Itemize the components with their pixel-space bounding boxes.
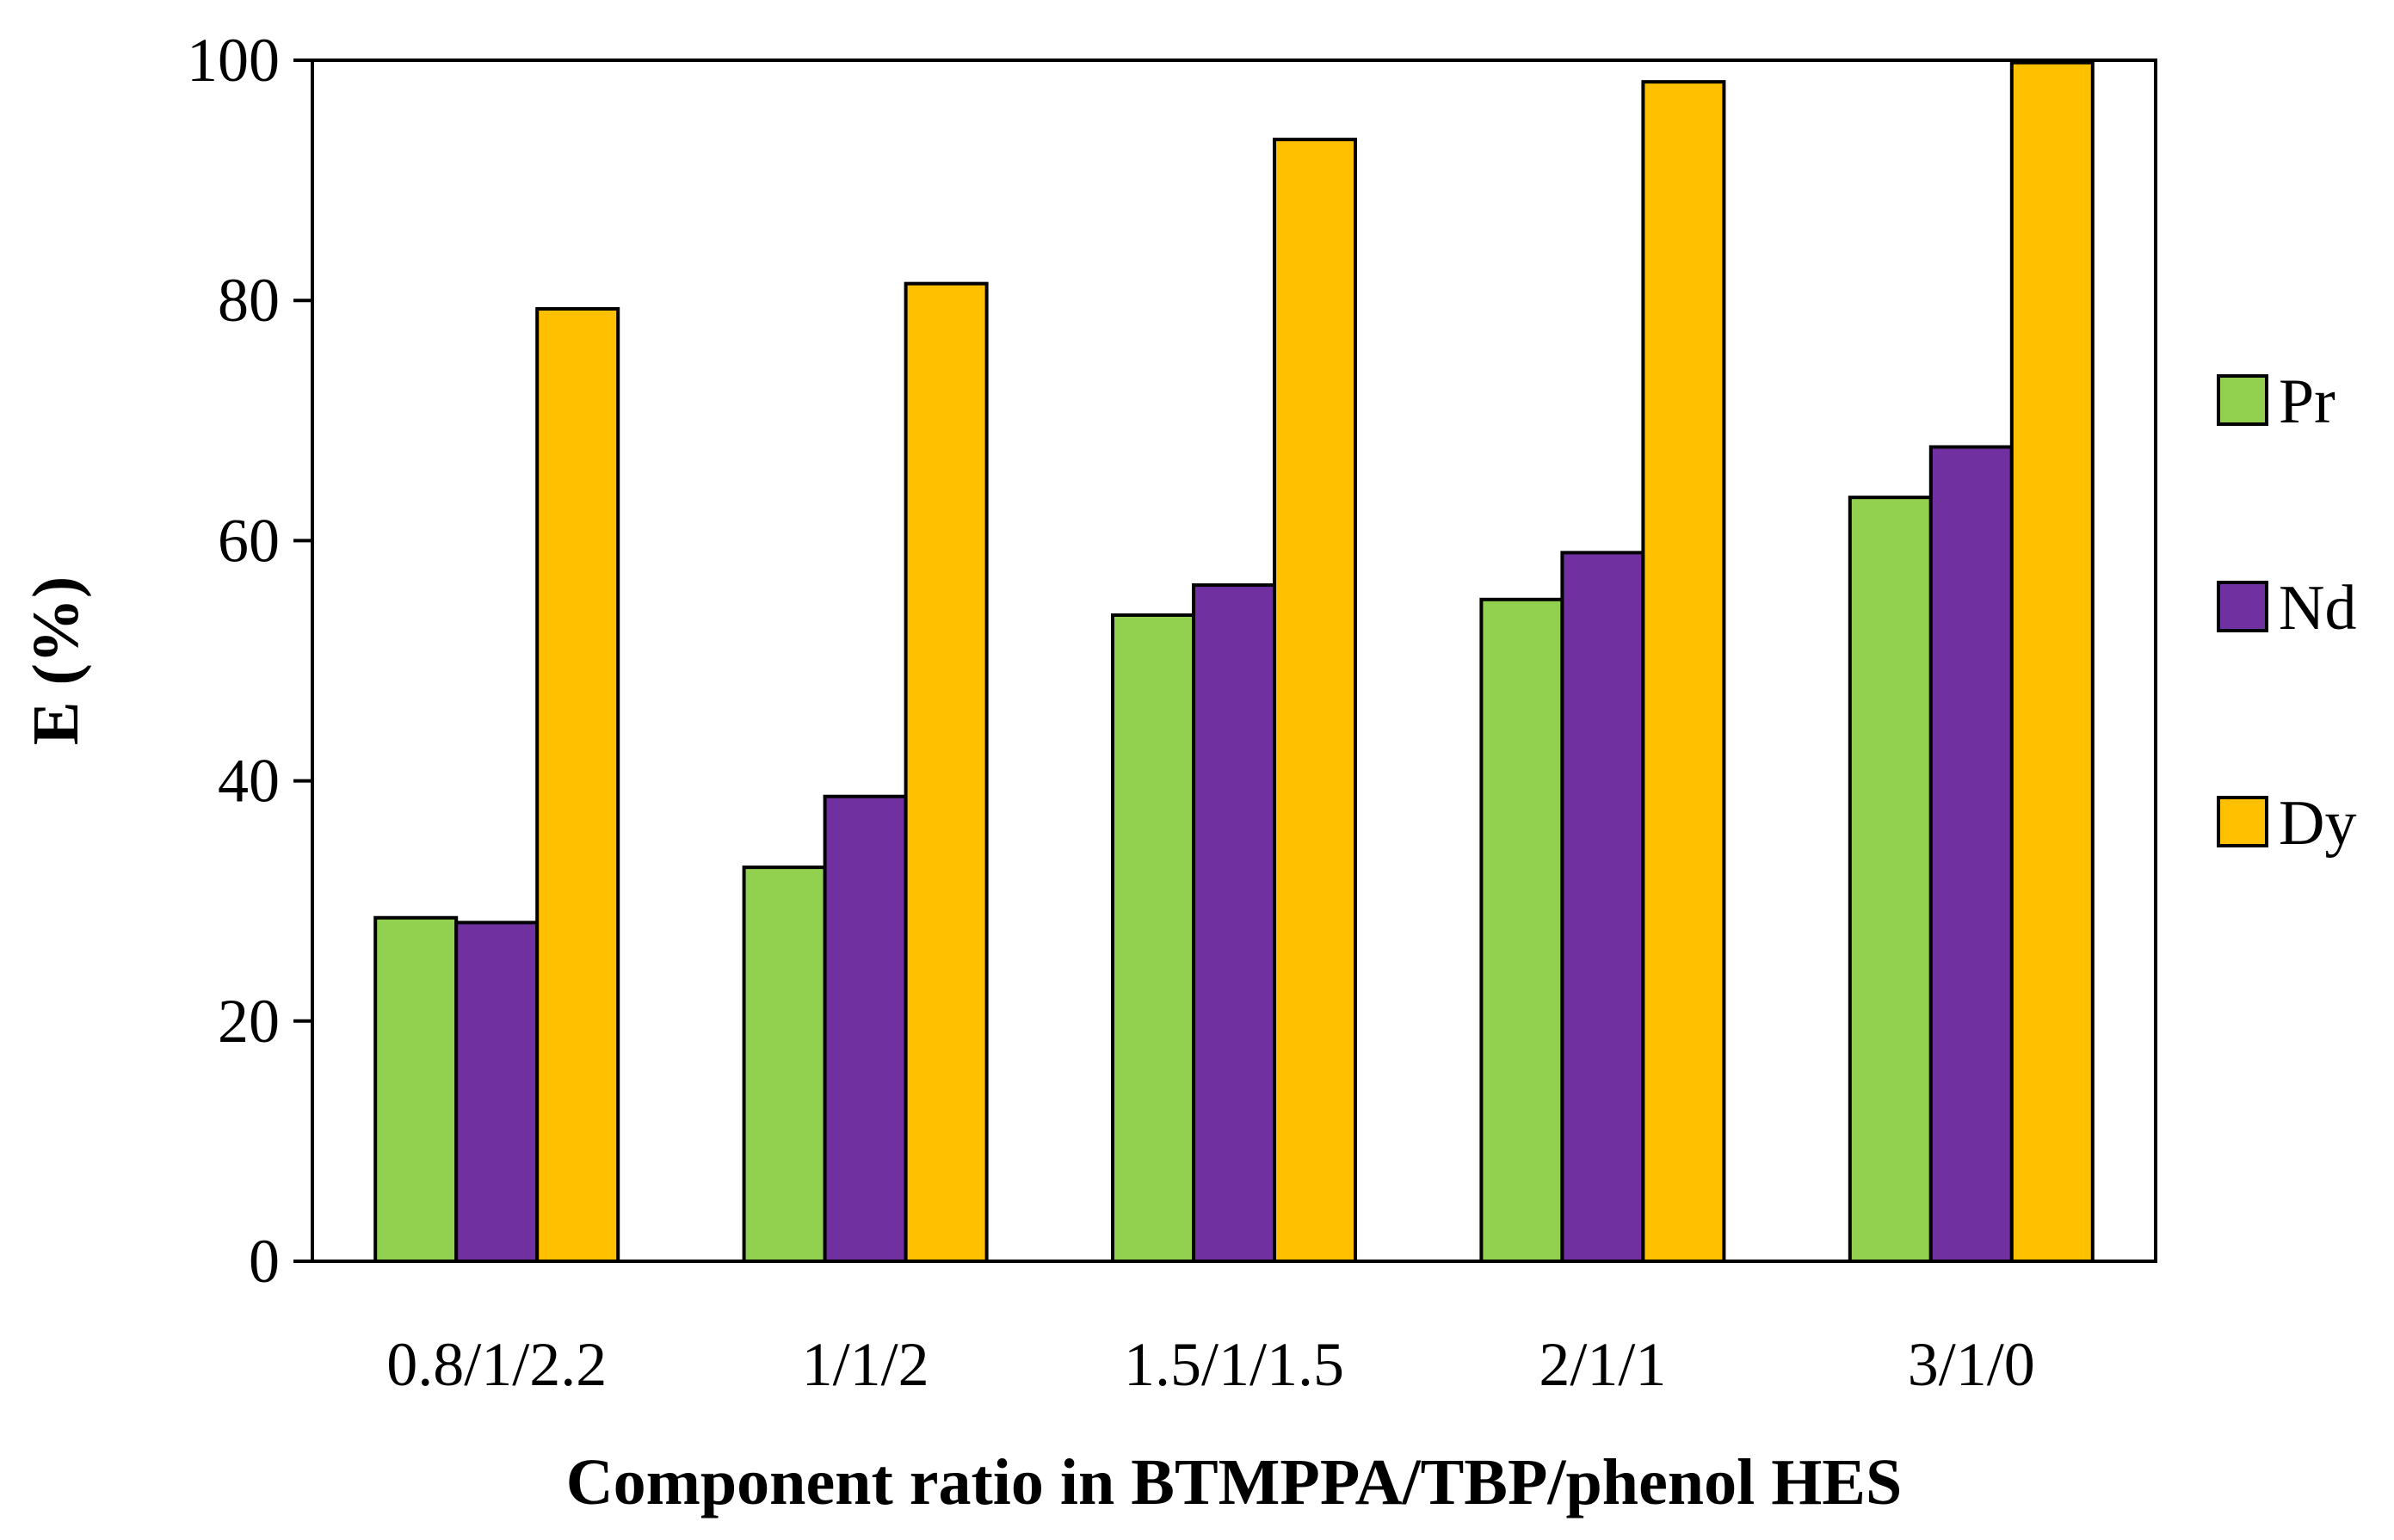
- x-tick-label: 3/1/0: [1908, 1330, 2035, 1399]
- bar-pr: [1111, 613, 1195, 1263]
- bar-pr: [1479, 597, 1564, 1263]
- legend-swatch-dy: [2217, 796, 2268, 847]
- y-tick-label: 80: [218, 266, 280, 335]
- y-tick-label: 100: [187, 26, 280, 95]
- y-axis: 0 20 40 60 80 100: [187, 26, 312, 1296]
- plot-area-frame: [311, 59, 2157, 1263]
- bar-pr: [1848, 496, 1933, 1263]
- legend: Pr Nd Dy: [2217, 367, 2356, 859]
- x-tick-label: 2/1/1: [1539, 1330, 1666, 1399]
- x-axis: 0.8/1/2.2 1/1/2 1.5/1/1.5 2/1/1 3/1/0: [386, 1330, 2035, 1399]
- bar-dy: [1641, 80, 1726, 1263]
- bar-dy: [904, 281, 989, 1263]
- bar-nd: [1928, 445, 2014, 1263]
- x-axis-title: Component ratio in BTMPPA/TBP/phenol HES: [566, 1446, 1903, 1518]
- bar-nd: [1192, 583, 1276, 1263]
- y-tick-label: 60: [218, 506, 280, 575]
- y-tick-label: 40: [218, 747, 280, 816]
- bar-pr: [742, 865, 827, 1263]
- y-axis-title: E (%): [20, 576, 92, 745]
- bar-nd: [454, 921, 540, 1263]
- bars-layer: [373, 60, 2095, 1264]
- bar-dy: [535, 306, 620, 1263]
- bar-nd: [823, 794, 908, 1263]
- x-tick-label: 0.8/1/2.2: [386, 1330, 607, 1399]
- bar-pr: [373, 915, 459, 1264]
- legend-label-nd: Nd: [2279, 573, 2356, 644]
- bar-dy: [2009, 60, 2095, 1264]
- x-tick-label: 1.5/1/1.5: [1124, 1330, 1344, 1399]
- x-tick-label: 1/1/2: [802, 1330, 929, 1399]
- y-tick-label: 0: [249, 1227, 280, 1296]
- legend-label-dy: Dy: [2279, 788, 2356, 859]
- bar-nd: [1560, 551, 1645, 1263]
- bar-dy: [1273, 138, 1357, 1264]
- legend-label-pr: Pr: [2279, 367, 2335, 437]
- legend-swatch-nd: [2217, 581, 2268, 632]
- y-tick-label: 20: [218, 987, 280, 1056]
- legend-swatch-pr: [2217, 374, 2268, 426]
